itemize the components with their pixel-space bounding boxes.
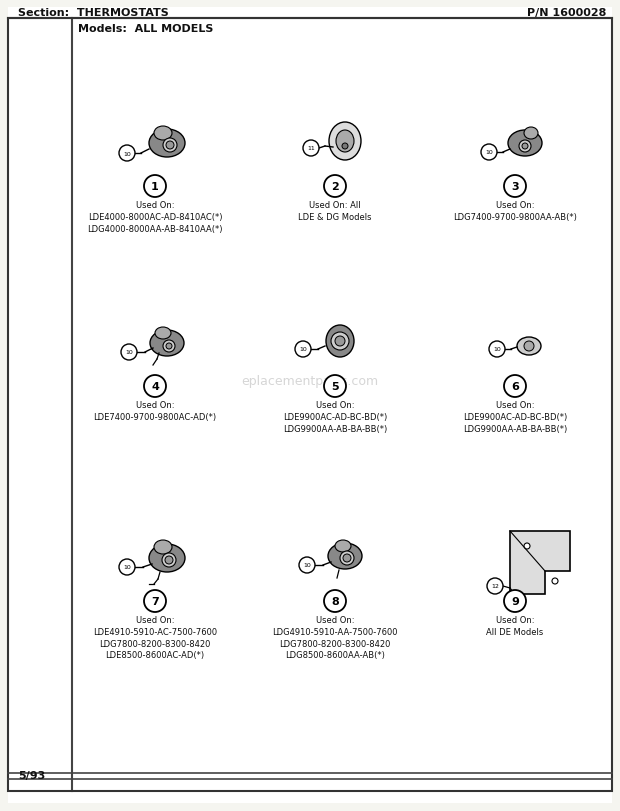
Ellipse shape — [155, 328, 171, 340]
Circle shape — [524, 543, 530, 549]
Ellipse shape — [328, 543, 362, 569]
Text: 11: 11 — [307, 146, 315, 152]
Text: P/N 1600028: P/N 1600028 — [526, 8, 606, 18]
Ellipse shape — [154, 127, 172, 141]
Text: 10: 10 — [303, 563, 311, 568]
Ellipse shape — [517, 337, 541, 355]
Circle shape — [522, 144, 528, 150]
Circle shape — [144, 590, 166, 612]
Circle shape — [303, 141, 319, 157]
Circle shape — [119, 560, 135, 575]
Text: Used On:
LDE4000-8000AC-AD-8410AC(*)
LDG4000-8000AA-AB-8410AA(*): Used On: LDE4000-8000AC-AD-8410AC(*) LDG… — [87, 201, 223, 234]
Ellipse shape — [149, 130, 185, 158]
Ellipse shape — [326, 325, 354, 358]
Circle shape — [487, 578, 503, 594]
Text: Section:  THERMOSTATS: Section: THERMOSTATS — [18, 8, 169, 18]
Text: 6: 6 — [511, 381, 519, 392]
Circle shape — [121, 345, 137, 361]
Ellipse shape — [336, 131, 354, 152]
Text: Used On:
LDE7400-9700-9800AC-AD(*): Used On: LDE7400-9700-9800AC-AD(*) — [94, 401, 216, 421]
Circle shape — [163, 341, 175, 353]
Circle shape — [342, 144, 348, 150]
Text: 10: 10 — [125, 350, 133, 355]
Circle shape — [331, 333, 349, 350]
Circle shape — [324, 375, 346, 397]
Circle shape — [524, 341, 534, 351]
Text: Used On:
LDE9900AC-AD-BC-BD(*)
LDG9900AA-AB-BA-BB(*): Used On: LDE9900AC-AD-BC-BD(*) LDG9900AA… — [283, 401, 387, 433]
Circle shape — [519, 141, 531, 152]
Text: 2: 2 — [331, 182, 339, 191]
Circle shape — [163, 139, 177, 152]
Circle shape — [324, 590, 346, 612]
Circle shape — [481, 145, 497, 161]
Polygon shape — [510, 531, 570, 594]
Text: 10: 10 — [485, 150, 493, 156]
Text: Models:  ALL MODELS: Models: ALL MODELS — [78, 24, 213, 34]
Text: 8: 8 — [331, 596, 339, 607]
Ellipse shape — [524, 128, 538, 139]
Circle shape — [119, 146, 135, 162]
Circle shape — [162, 553, 176, 568]
Circle shape — [144, 176, 166, 198]
Text: 4: 4 — [151, 381, 159, 392]
Text: 12: 12 — [491, 584, 499, 589]
Text: eplacementparts.com: eplacementparts.com — [241, 375, 379, 388]
Text: 9: 9 — [511, 596, 519, 607]
Circle shape — [340, 551, 354, 565]
Text: 1: 1 — [151, 182, 159, 191]
Text: Used On:
LDG7400-9700-9800AA-AB(*): Used On: LDG7400-9700-9800AA-AB(*) — [453, 201, 577, 221]
Circle shape — [504, 176, 526, 198]
Text: Used On:
LDE9900AC-AD-BC-BD(*)
LDG9900AA-AB-BA-BB(*): Used On: LDE9900AC-AD-BC-BD(*) LDG9900AA… — [463, 401, 567, 433]
Circle shape — [489, 341, 505, 358]
Circle shape — [299, 557, 315, 573]
Circle shape — [165, 556, 173, 564]
Text: 10: 10 — [123, 152, 131, 157]
Text: Used On:
LDE4910-5910-AC-7500-7600
LDG7800-8200-8300-8420
LDE8500-8600AC-AD(*): Used On: LDE4910-5910-AC-7500-7600 LDG78… — [93, 616, 217, 659]
Circle shape — [166, 344, 172, 350]
Circle shape — [343, 554, 351, 562]
Circle shape — [552, 578, 558, 584]
Ellipse shape — [154, 540, 172, 554]
Ellipse shape — [149, 544, 185, 573]
Text: Used On: All
LDE & DG Models: Used On: All LDE & DG Models — [298, 201, 372, 221]
Circle shape — [166, 142, 174, 150]
Text: 7: 7 — [151, 596, 159, 607]
Circle shape — [504, 375, 526, 397]
Ellipse shape — [508, 131, 542, 157]
Text: 10: 10 — [123, 564, 131, 570]
Text: Used On:
All DE Models: Used On: All DE Models — [486, 616, 544, 636]
Text: 10: 10 — [493, 347, 501, 352]
Text: 5/93: 5/93 — [18, 770, 45, 780]
Text: 10: 10 — [299, 347, 307, 352]
Ellipse shape — [335, 540, 351, 552]
Text: 5: 5 — [331, 381, 339, 392]
Text: 3: 3 — [511, 182, 519, 191]
Circle shape — [144, 375, 166, 397]
Ellipse shape — [329, 122, 361, 161]
Circle shape — [324, 176, 346, 198]
Circle shape — [295, 341, 311, 358]
Circle shape — [335, 337, 345, 346]
Circle shape — [504, 590, 526, 612]
Ellipse shape — [150, 331, 184, 357]
Text: Used On:
LDG4910-5910-AA-7500-7600
LDG7800-8200-8300-8420
LDG8500-8600AA-AB(*): Used On: LDG4910-5910-AA-7500-7600 LDG78… — [272, 616, 398, 659]
